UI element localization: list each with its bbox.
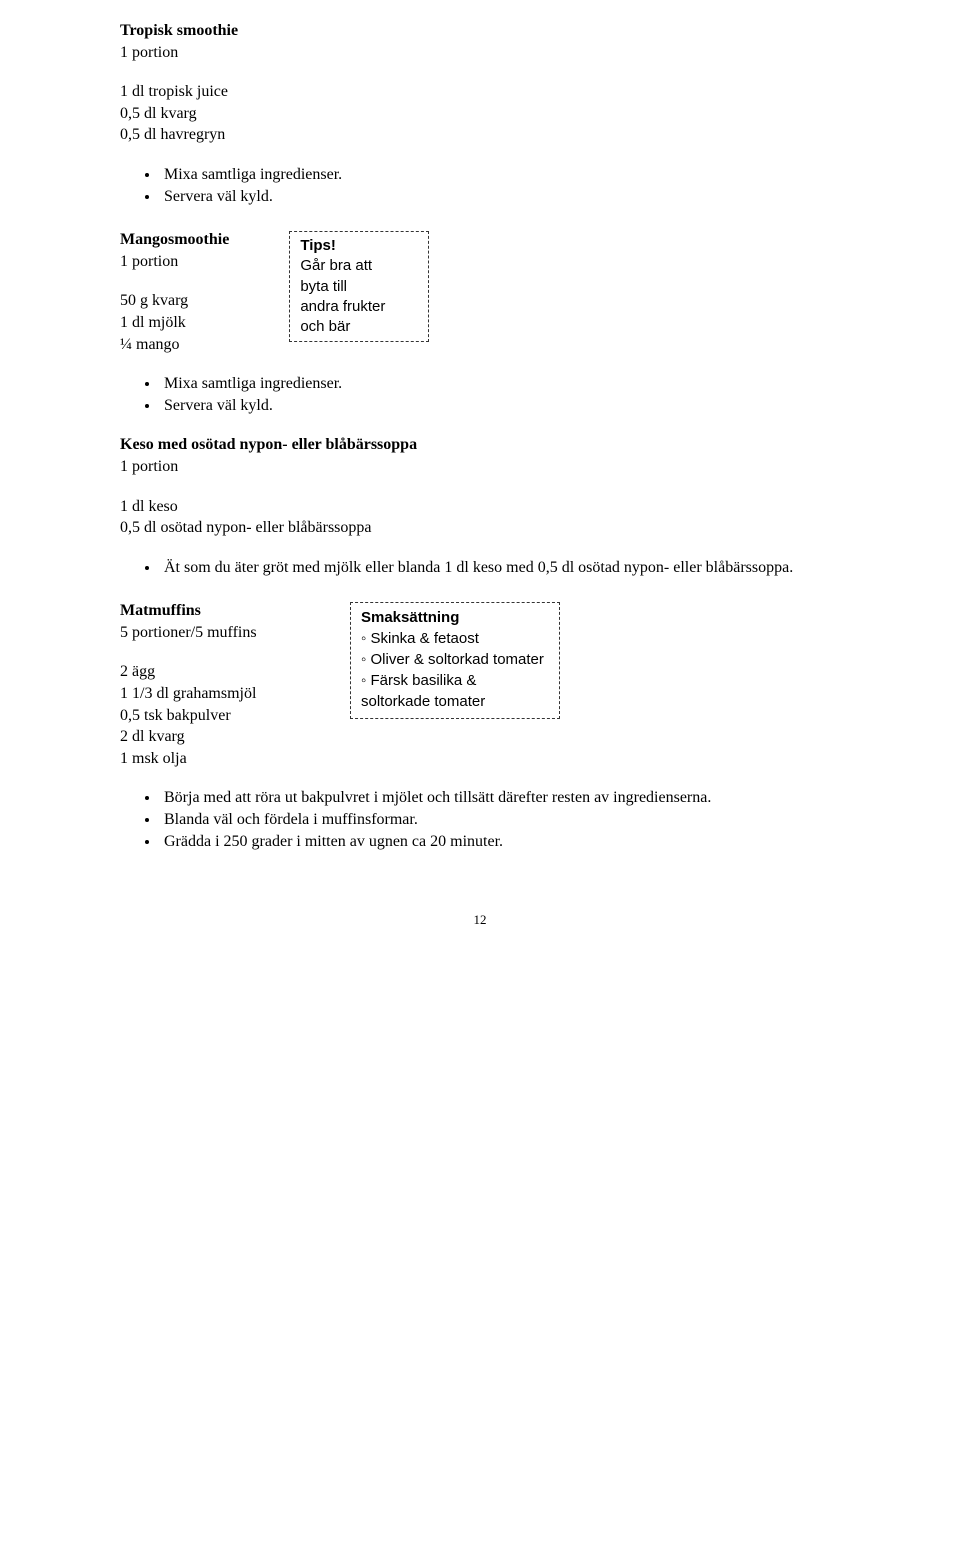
steps-list: Börja med att röra ut bakpulvret i mjöle…	[120, 787, 840, 852]
ingredient: 0,5 dl osötad nypon- eller blåbärssoppa	[120, 517, 840, 539]
step: Mixa samtliga ingredienser.	[160, 373, 840, 395]
ingredient: 1 dl mjölk	[120, 312, 229, 334]
ingredient: 2 dl kvarg	[120, 726, 320, 748]
step: Mixa samtliga ingredienser.	[160, 164, 840, 186]
step: Börja med att röra ut bakpulvret i mjöle…	[160, 787, 840, 809]
page-number: 12	[120, 912, 840, 928]
recipe-matmuffins-row: Matmuffins 5 portioner/5 muffins 2 ägg 1…	[120, 600, 840, 769]
ingredient: 0,5 tsk bakpulver	[120, 705, 320, 727]
ingredient: 0,5 dl havregryn	[120, 124, 840, 146]
recipe-title: Tropisk smoothie	[120, 20, 840, 42]
seasoning-title: Smaksättning	[361, 607, 549, 628]
recipe-portion: 1 portion	[120, 456, 840, 478]
ingredient: 1 dl tropisk juice	[120, 81, 840, 103]
tip-line: byta till	[300, 277, 418, 297]
ingredient: 1 dl keso	[120, 496, 840, 518]
recipe-portion: 1 portion	[120, 251, 229, 273]
recipe-mangosmoothie: Mangosmoothie 1 portion 50 g kvarg 1 dl …	[120, 229, 229, 355]
ingredient: 1 1/3 dl grahamsmjöl	[120, 683, 320, 705]
step: Servera väl kyld.	[160, 395, 840, 417]
ingredient: ¼ mango	[120, 334, 229, 356]
recipe-title: Keso med osötad nypon- eller blåbärssopp…	[120, 434, 840, 456]
ingredient: 0,5 dl kvarg	[120, 103, 840, 125]
recipe-tropisk-smoothie: Tropisk smoothie 1 portion 1 dl tropisk …	[120, 20, 840, 207]
ingredient: 1 msk olja	[120, 748, 320, 770]
tip-line: andra frukter	[300, 297, 418, 317]
recipe-mangosmoothie-row: Mangosmoothie 1 portion 50 g kvarg 1 dl …	[120, 229, 840, 355]
recipe-portion: 1 portion	[120, 42, 840, 64]
step: Blanda väl och fördela i muffinsformar.	[160, 809, 840, 831]
seasoning-item: ◦ Färsk basilika & soltorkade tomater	[361, 670, 549, 712]
steps-list: Ät som du äter gröt med mjölk eller blan…	[120, 557, 840, 579]
seasoning-item: ◦ Skinka & fetaost	[361, 628, 549, 649]
recipe-matmuffins: Matmuffins 5 portioner/5 muffins 2 ägg 1…	[120, 600, 320, 769]
ingredient: 50 g kvarg	[120, 290, 229, 312]
step: Grädda i 250 grader i mitten av ugnen ca…	[160, 831, 840, 853]
step: Servera väl kyld.	[160, 186, 840, 208]
steps-list: Mixa samtliga ingredienser. Servera väl …	[120, 164, 840, 207]
tip-line: Går bra att	[300, 256, 418, 276]
tip-title: Tips!	[300, 236, 418, 256]
recipe-title: Matmuffins	[120, 600, 320, 622]
recipe-keso: Keso med osötad nypon- eller blåbärssopp…	[120, 434, 840, 578]
recipe-title: Mangosmoothie	[120, 229, 229, 251]
seasoning-box: Smaksättning ◦ Skinka & fetaost ◦ Oliver…	[350, 602, 560, 719]
steps-list: Mixa samtliga ingredienser. Servera väl …	[120, 373, 840, 416]
page-container: Tropisk smoothie 1 portion 1 dl tropisk …	[0, 0, 960, 1548]
recipe-portion: 5 portioner/5 muffins	[120, 622, 320, 644]
ingredient: 2 ägg	[120, 661, 320, 683]
seasoning-item: ◦ Oliver & soltorkad tomater	[361, 649, 549, 670]
tip-line: och bär	[300, 317, 418, 337]
step: Ät som du äter gröt med mjölk eller blan…	[160, 557, 840, 579]
tip-box: Tips! Går bra att byta till andra frukte…	[289, 231, 429, 342]
